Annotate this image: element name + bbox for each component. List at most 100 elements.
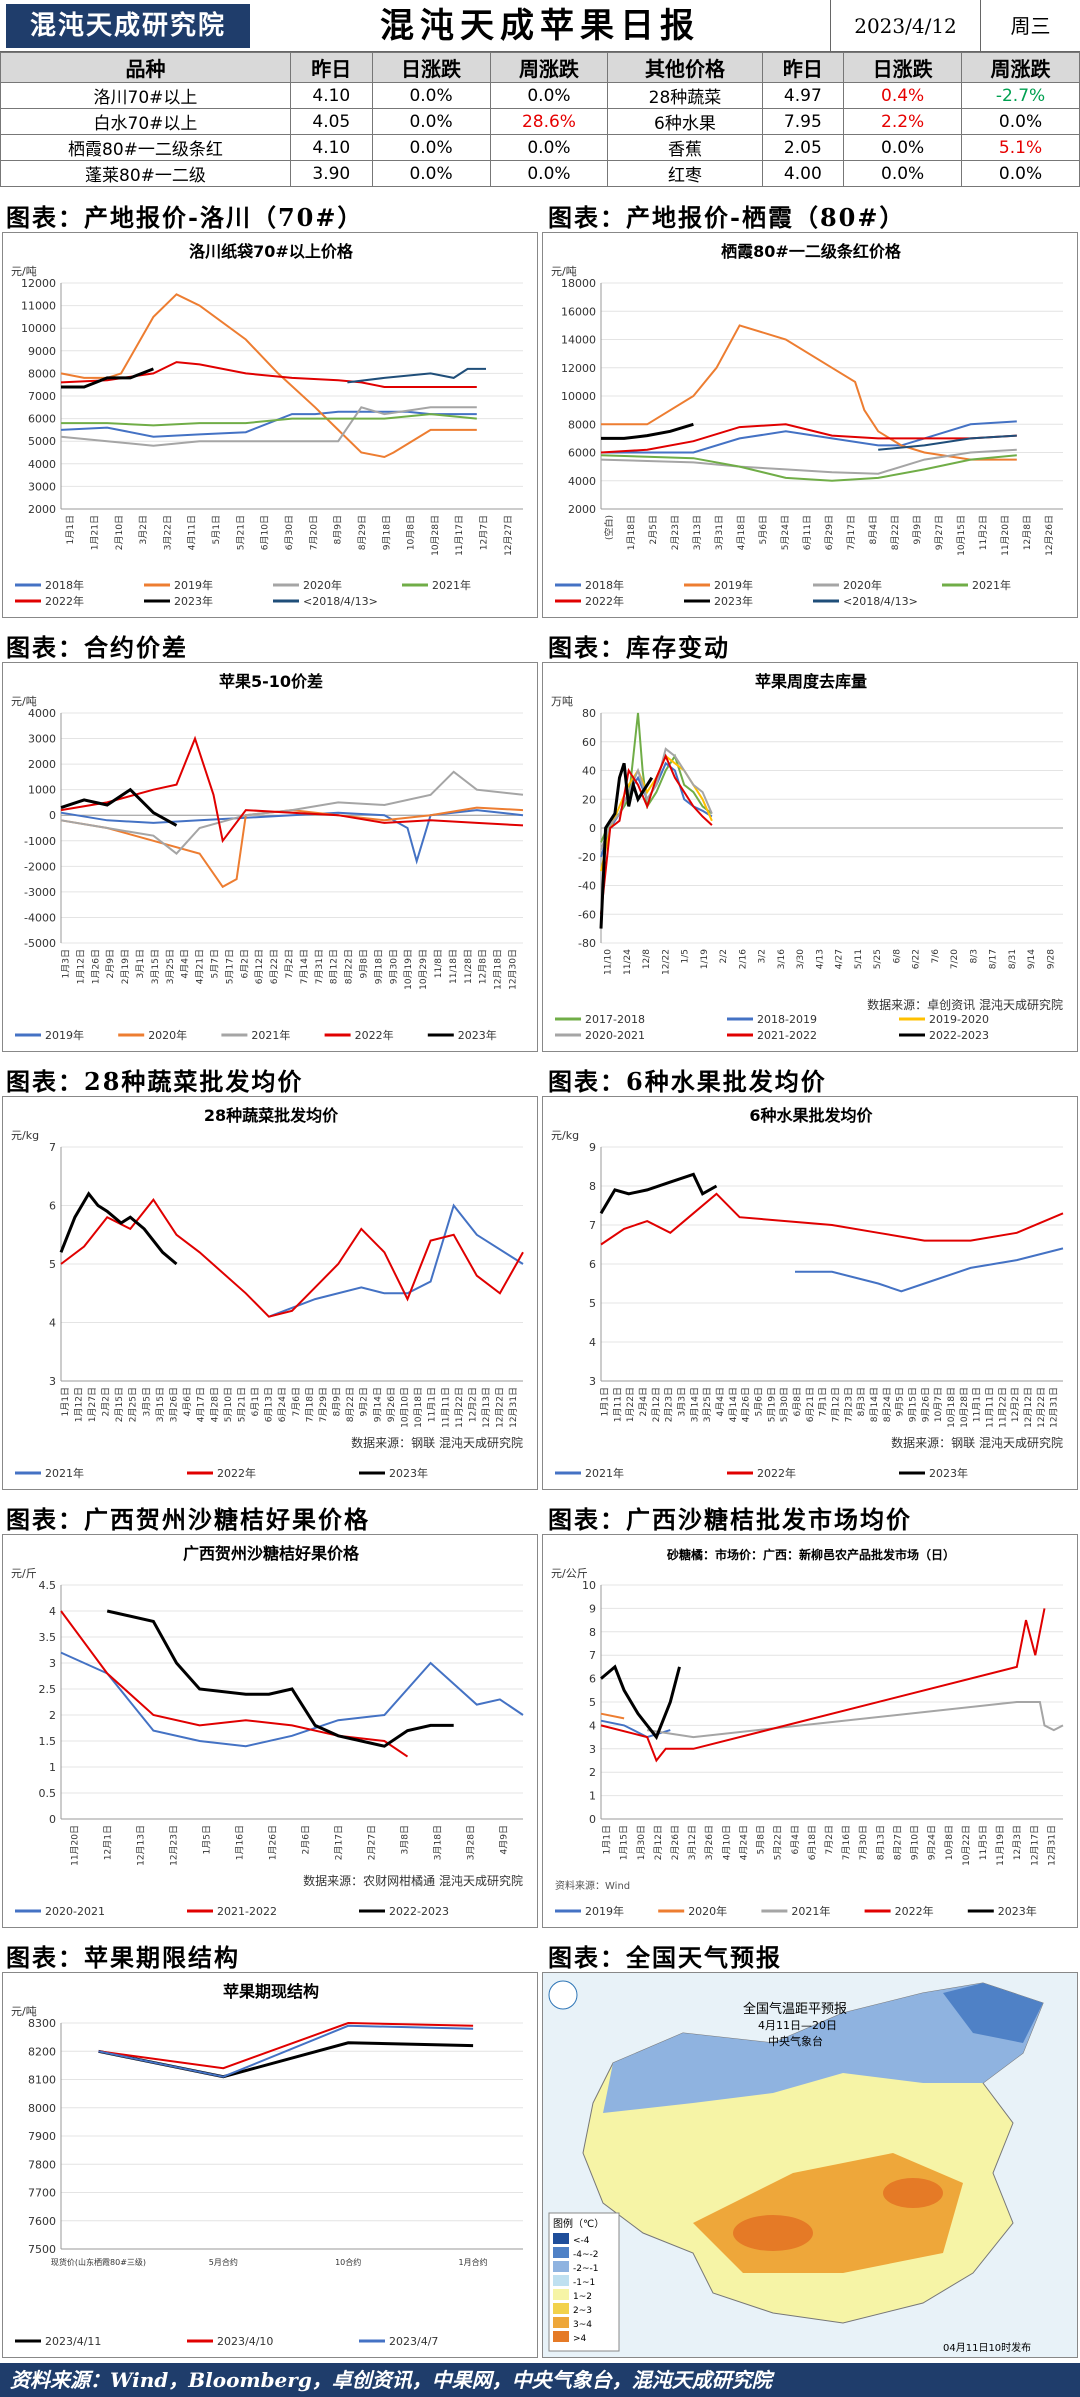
cell: 栖霞80#一二级条红 [0,134,291,161]
y-tick-label: 6 [49,1200,56,1213]
legend-label: 2023年 [458,1028,497,1042]
x-tick-label: 2月9日 [105,949,116,978]
legend-label: 2021年 [585,1466,624,1480]
page-title: 混沌天成苹果日报 [380,6,700,46]
chart-panel: 苹果周度去库量 万吨 -80 -60 -40 -20 0 20 40 60 80 11/10 11/24… [542,662,1078,1052]
y-tick-label: 5000 [28,435,56,448]
x-tick-label: 12月1日 [103,1825,114,1860]
legend-label: 2020-2021 [45,1905,105,1918]
section-title: 图表：广西沙糖桔批发市场均价 [548,1500,912,1535]
legend-label: 2021-2022 [217,1905,277,1918]
x-tick-label: 3月15日 [155,1387,166,1422]
y-tick-label: 20 [582,793,596,806]
x-tick-label: 1月27日 [87,1387,98,1422]
legend-label: 2020年 [688,1904,727,1918]
table-row: 蓬莱80#一二级 3.90 0.0% 0.0% 红枣 4.00 0.0% 0.0% [0,160,1080,187]
x-tick-label: 7月18日 [304,1387,315,1422]
x-tick-label: 11月19日 [995,1825,1006,1866]
cell: 0.0% [371,82,491,109]
col-header: 日涨跌 [843,52,963,83]
series-line [60,735,524,844]
weather-map: 全国气温距平预报 4月11日—20日 中央气象台 图例（℃） <-4 -4~-2 -2… [543,1973,1077,2357]
legend-label: 2021年 [972,578,1011,592]
cell: 0.0% [961,108,1080,135]
chart-title: 28种蔬菜批发均价 [204,1106,339,1125]
series-line [106,1609,454,1748]
x-tick-label: 6/8 [892,949,902,964]
legend-label: 2023/4/10 [217,2335,273,2348]
cell: 5.1% [961,134,1080,161]
y-tick-label: 1 [589,1790,596,1803]
x-tick-label: 9月10日 [910,1825,921,1860]
y-tick-label: 2 [49,1709,56,1722]
x-tick-label: 8月4日 [868,515,879,544]
x-tick-label: 1/19 [700,949,710,969]
series-line [59,1191,178,1266]
x-tick-label: 7月31日 [314,949,325,984]
x-tick-label: 10月10日 [400,1387,411,1428]
series-line [60,787,178,827]
y-tick-label: 3 [49,1657,56,1670]
x-tick-label: 7月16日 [841,1825,852,1860]
y-tick-label: 14000 [561,334,596,347]
legend-label: -4~-2 [573,2250,599,2260]
x-tick-label: 12月26日 [1044,515,1055,556]
series-line [600,454,1017,482]
legend-label: 2023年 [174,594,213,608]
x-tick-label: 10月28日 [959,1387,970,1428]
legend-label: 1~2 [573,2292,592,2302]
series-line [98,2024,474,2078]
x-tick-label: 7月6日 [291,1387,302,1416]
x-tick-label: 12月2日 [467,1387,478,1422]
header: 混沌天成研究院 混沌天成苹果日报 2023/4/12 周三 [0,0,1080,52]
chart-title: 砂糖橘：市场价：广西：新柳邑农产品批发市场（日） [666,1547,955,1562]
section-title: 图表：合约价差 [6,628,188,663]
legend-swatch [553,2247,569,2258]
y-tick-label: 8200 [28,2045,56,2058]
x-tick-label: 12月31日 [508,1387,519,1428]
legend-swatch [553,2317,569,2328]
y-tick-label: -3000 [24,886,56,899]
y-tick-label: 3.5 [39,1631,57,1644]
x-tick-label: 8月22日 [345,1387,356,1422]
series-line [268,1203,524,1318]
x-tick-label: 5月24日 [780,515,791,550]
x-tick-label: 12/8 [642,949,652,969]
legend-swatch [553,2303,569,2314]
x-tick-label: 9月9日 [912,515,923,544]
legend-title: 图例（℃） [553,2217,604,2230]
chart-title: 栖霞80#一二级条红价格 [721,242,902,261]
y-tick-label: 0 [589,822,596,835]
x-tick-label: 2月27日 [367,1825,378,1860]
y-tick-label: 10000 [21,322,56,335]
y-tick-label: 4 [589,1336,596,1349]
x-tick-label: 6月1日 [250,1387,261,1416]
x-tick-label: 6月10日 [260,515,271,550]
x-tick-label: 8月14日 [869,1387,880,1422]
cell: 4.97 [761,82,845,109]
chart-source: 数据来源：卓创资讯 混沌天成研究院 [867,997,1063,1012]
x-tick-label: 2月25日 [128,1387,139,1422]
x-tick-label: 11月2日 [978,515,989,550]
legend-label: 2019年 [174,578,213,592]
legend-label: 2022年 [355,1028,394,1042]
legend-label: 2~3 [573,2306,592,2316]
y-axis-unit: 元/kg [551,1129,579,1142]
x-tick-label: 1月1日 [602,1825,613,1854]
y-tick-label: 8100 [28,2074,56,2087]
series-line [599,762,654,929]
legend-label: 2017-2018 [585,1013,645,1026]
x-tick-label: 2月6日 [301,1825,312,1854]
map-legend: 图例（℃） <-4 -4~-2 -2~-1 -1~1 1~2 2~3 3~4 >4 [548,2212,620,2352]
x-tick-label: 12月8日 [1022,515,1033,550]
legend-label: 2022年 [757,1466,796,1480]
x-tick-label: 5月1日 [211,515,222,544]
x-tick-label: 1月11日 [612,1387,623,1422]
y-tick-label: 7 [49,1141,56,1154]
x-tick-label: 5月10日 [223,1387,234,1422]
x-tick-label: 5月21日 [236,1387,247,1422]
x-tick-label: 1月合约 [459,2257,488,2267]
series-line [601,420,1017,454]
y-tick-label: -60 [578,908,596,921]
chart-title: 洛川纸袋70#以上价格 [189,242,354,261]
